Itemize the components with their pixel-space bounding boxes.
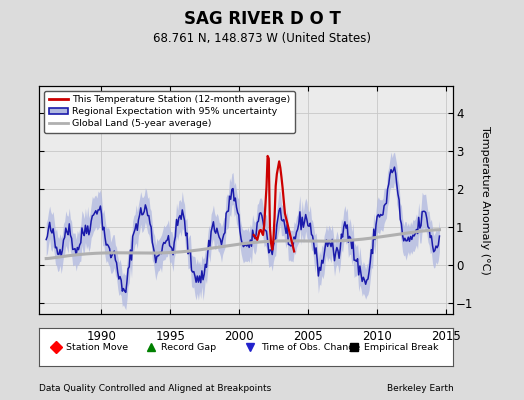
Text: 2010: 2010 bbox=[363, 330, 392, 343]
Text: SAG RIVER D O T: SAG RIVER D O T bbox=[183, 10, 341, 28]
Text: Time of Obs. Change: Time of Obs. Change bbox=[261, 342, 360, 352]
Text: Empirical Break: Empirical Break bbox=[364, 342, 439, 352]
Text: Record Gap: Record Gap bbox=[161, 342, 216, 352]
Text: Data Quality Controlled and Aligned at Breakpoints: Data Quality Controlled and Aligned at B… bbox=[39, 384, 271, 393]
Y-axis label: Temperature Anomaly (°C): Temperature Anomaly (°C) bbox=[481, 126, 490, 274]
Text: 2005: 2005 bbox=[293, 330, 323, 343]
Text: 68.761 N, 148.873 W (United States): 68.761 N, 148.873 W (United States) bbox=[153, 32, 371, 45]
Text: 1995: 1995 bbox=[156, 330, 185, 343]
Text: 2015: 2015 bbox=[431, 330, 461, 343]
Text: Berkeley Earth: Berkeley Earth bbox=[387, 384, 453, 393]
Legend: This Temperature Station (12-month average), Regional Expectation with 95% uncer: This Temperature Station (12-month avera… bbox=[44, 91, 296, 133]
Text: 1990: 1990 bbox=[86, 330, 116, 343]
Text: Station Move: Station Move bbox=[66, 342, 128, 352]
Text: 2000: 2000 bbox=[225, 330, 254, 343]
